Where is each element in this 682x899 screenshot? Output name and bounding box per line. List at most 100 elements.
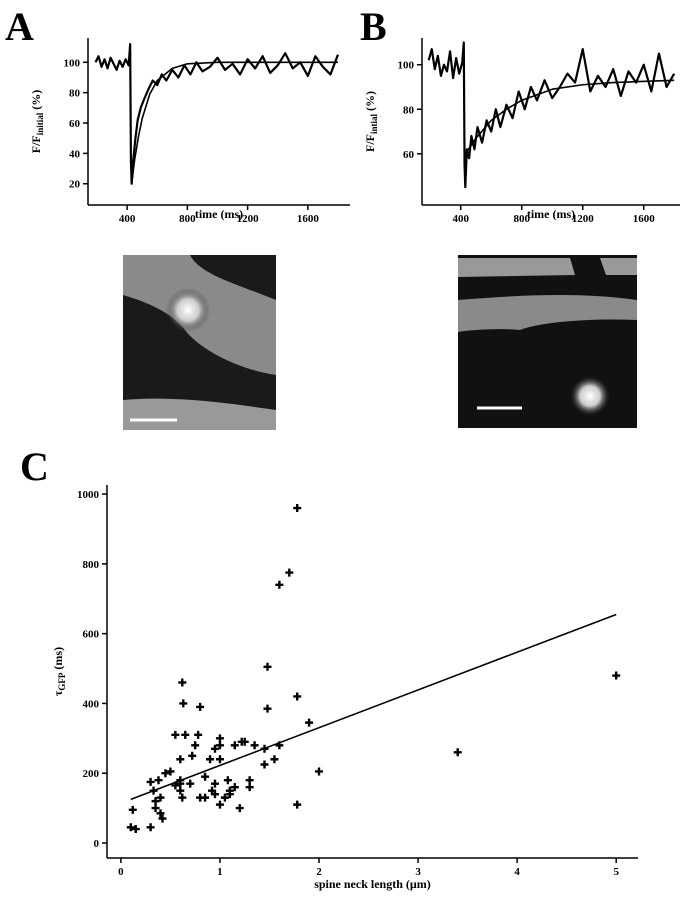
scatter-point xyxy=(194,730,203,739)
y-tick-label: 1000 xyxy=(77,489,100,501)
y-tick-label: 200 xyxy=(83,768,100,780)
scatter-point xyxy=(146,777,155,786)
scatter-point xyxy=(215,734,224,743)
scatter-point xyxy=(215,800,224,809)
x-tick-label: 2 xyxy=(316,866,322,878)
x-tick-label: 1 xyxy=(217,866,223,878)
scatter-point xyxy=(230,783,239,792)
x-tick-label: 3 xyxy=(415,866,421,878)
scatter-point xyxy=(285,568,294,577)
y-axis-label-part: intial xyxy=(369,114,379,135)
y-axis-label-part: F/F xyxy=(363,134,377,152)
x-tick-label: 400 xyxy=(452,213,469,225)
scatter-point xyxy=(210,790,219,799)
scatter-point xyxy=(263,704,272,713)
scatter-point xyxy=(158,814,167,823)
scatter-point xyxy=(240,737,249,746)
scatter-point xyxy=(171,730,180,739)
y-tick-label: 80 xyxy=(403,104,415,116)
y-axis-label-part: (ms) xyxy=(51,647,65,670)
micrograph-b xyxy=(458,255,637,428)
y-tick-label: 80 xyxy=(69,88,81,100)
scatter-point xyxy=(293,692,302,701)
scatter-point xyxy=(245,776,254,785)
scatter-point xyxy=(225,790,234,799)
scatter-point xyxy=(453,748,462,757)
scatter-point xyxy=(270,755,279,764)
scatter-point xyxy=(151,797,160,806)
y-tick-label: 100 xyxy=(64,57,81,69)
x-tick-label: 1200 xyxy=(237,213,260,225)
scatter-point xyxy=(235,804,244,813)
scatter-point xyxy=(206,755,215,764)
y-tick-label: 20 xyxy=(69,179,81,191)
scatter-point xyxy=(275,580,284,589)
scatter-point xyxy=(210,779,219,788)
scatter-point xyxy=(230,741,239,750)
scatter-point xyxy=(215,755,224,764)
x-axis-label: time (ms) xyxy=(527,207,575,221)
data-line xyxy=(94,42,339,185)
scatter-point xyxy=(223,776,232,785)
scatter-point xyxy=(191,741,200,750)
scatter-point xyxy=(154,776,163,785)
y-tick-label: 400 xyxy=(83,698,100,710)
scatter-point xyxy=(166,767,175,776)
data-line xyxy=(464,79,675,155)
y-axis-label-part: F/F xyxy=(29,135,43,153)
y-tick-label: 60 xyxy=(69,118,81,130)
scatter-point xyxy=(128,805,137,814)
scatter-point xyxy=(178,678,187,687)
scatter-point xyxy=(293,800,302,809)
panel-label: B xyxy=(360,4,387,49)
x-tick-label: 4 xyxy=(514,866,520,878)
x-tick-label: 0 xyxy=(118,866,124,878)
y-tick-label: 800 xyxy=(83,559,100,571)
scatter-point xyxy=(186,779,195,788)
scatter-point xyxy=(131,825,140,834)
y-axis-label: F/Finitial (%) xyxy=(29,90,45,154)
scatter-point xyxy=(250,741,259,750)
scatter-point xyxy=(215,741,224,750)
scatter-point xyxy=(176,786,185,795)
scatter-point xyxy=(126,823,135,832)
x-axis-label: time (ms) xyxy=(195,207,243,221)
scatter-point xyxy=(305,718,314,727)
scatter-point xyxy=(315,767,324,776)
y-axis-label-part: (%) xyxy=(29,90,43,110)
scatter-point xyxy=(179,699,188,708)
scatter-point xyxy=(146,823,155,832)
y-axis-label: τGFP (ms) xyxy=(51,647,67,696)
scatter-point xyxy=(151,804,160,813)
x-tick-label: 800 xyxy=(179,213,196,225)
micrograph-a xyxy=(123,255,276,430)
data-line xyxy=(130,61,338,184)
x-tick-label: 1600 xyxy=(633,213,656,225)
scatter-point xyxy=(196,702,205,711)
x-tick-label: 1200 xyxy=(572,213,595,225)
y-axis-label: F/Fintial (%) xyxy=(363,91,379,152)
y-tick-label: 0 xyxy=(94,838,100,850)
scatter-point xyxy=(612,671,621,680)
scatter-point xyxy=(156,793,165,802)
data-line xyxy=(130,613,617,801)
scatter-point xyxy=(161,769,170,778)
data-line xyxy=(427,41,676,189)
scatter-point xyxy=(176,755,185,764)
scatter-point xyxy=(263,662,272,671)
scatter-point xyxy=(181,730,190,739)
y-axis-label-part: τ xyxy=(51,690,65,696)
scatter-point xyxy=(201,772,210,781)
y-axis-label-part: initial xyxy=(35,112,45,135)
scatter-point xyxy=(201,793,210,802)
scatter-point xyxy=(188,751,197,760)
y-axis-label-part: GFP xyxy=(57,672,67,690)
scatter-point xyxy=(220,793,229,802)
scatter-point xyxy=(293,504,302,513)
y-tick-label: 600 xyxy=(83,629,100,641)
scatter-point xyxy=(260,760,269,769)
panel-label: C xyxy=(20,444,49,489)
x-axis-label: spine neck length (µm) xyxy=(314,877,431,891)
x-tick-label: 5 xyxy=(613,866,619,878)
